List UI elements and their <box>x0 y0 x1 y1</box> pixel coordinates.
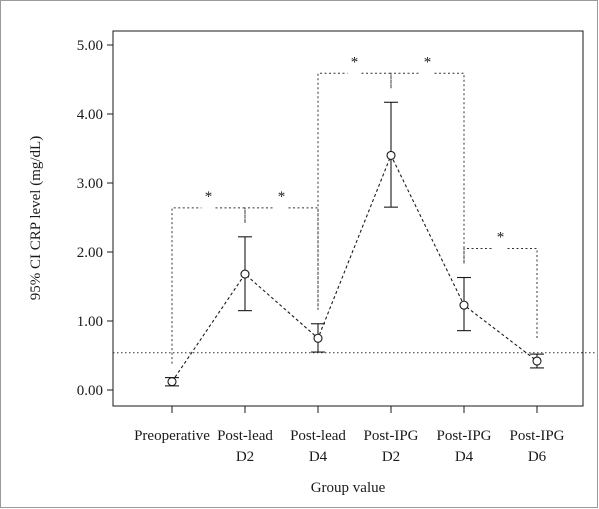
y-tick-label: 1.00 <box>77 314 103 330</box>
y-tick-label: 4.00 <box>77 107 103 123</box>
x-tick-label: Post-IPG <box>509 428 564 444</box>
significance-star: * <box>351 54 359 70</box>
significance-bracket <box>317 72 392 310</box>
x-tick-label: Post-IPG <box>436 428 491 444</box>
mean-marker <box>459 300 469 310</box>
y-axis: 0.00 1.00 2.00 3.00 4.00 5.00 <box>77 38 113 399</box>
significance-star: * <box>497 230 505 246</box>
x-tick-label: D4 <box>455 449 474 465</box>
mean-marker <box>386 150 396 160</box>
significance-star: * <box>424 54 432 70</box>
y-tick-label: 5.00 <box>77 38 103 54</box>
significance-star: * <box>278 189 286 205</box>
mean-marker <box>532 356 542 366</box>
x-tick-label: D4 <box>309 449 328 465</box>
x-tick-label: D6 <box>528 449 547 465</box>
plot-area <box>112 30 584 407</box>
significance-star: * <box>205 189 213 205</box>
y-tick-label: 3.00 <box>77 176 103 192</box>
significance-bracket <box>171 207 246 364</box>
y-axis-label: 95% CI CRP level (mg/dL) <box>28 136 44 300</box>
y-tick-label: 2.00 <box>77 245 103 261</box>
x-tick-label: Post-IPG <box>363 428 418 444</box>
mean-line <box>171 154 538 383</box>
x-tick-label: Post-lead <box>217 428 273 444</box>
x-tick-label: D2 <box>236 449 254 465</box>
significance-brackets: * * * * * <box>171 54 538 364</box>
x-axis: Preoperative Post-lead D2 Post-lead D4 Post-I… <box>134 406 565 465</box>
mean-marker <box>313 333 323 343</box>
x-axis-label: Group value <box>311 480 386 496</box>
data-series <box>165 101 544 387</box>
y-tick-label: 0.00 <box>77 383 103 399</box>
significance-bracket <box>390 72 465 264</box>
mean-marker <box>240 269 250 279</box>
x-tick-label: Post-lead <box>290 428 346 444</box>
significance-bracket <box>463 248 538 341</box>
x-tick-label: D2 <box>382 449 400 465</box>
mean-marker <box>167 377 177 387</box>
x-tick-label: Preoperative <box>134 428 210 444</box>
significance-bracket <box>244 207 319 310</box>
